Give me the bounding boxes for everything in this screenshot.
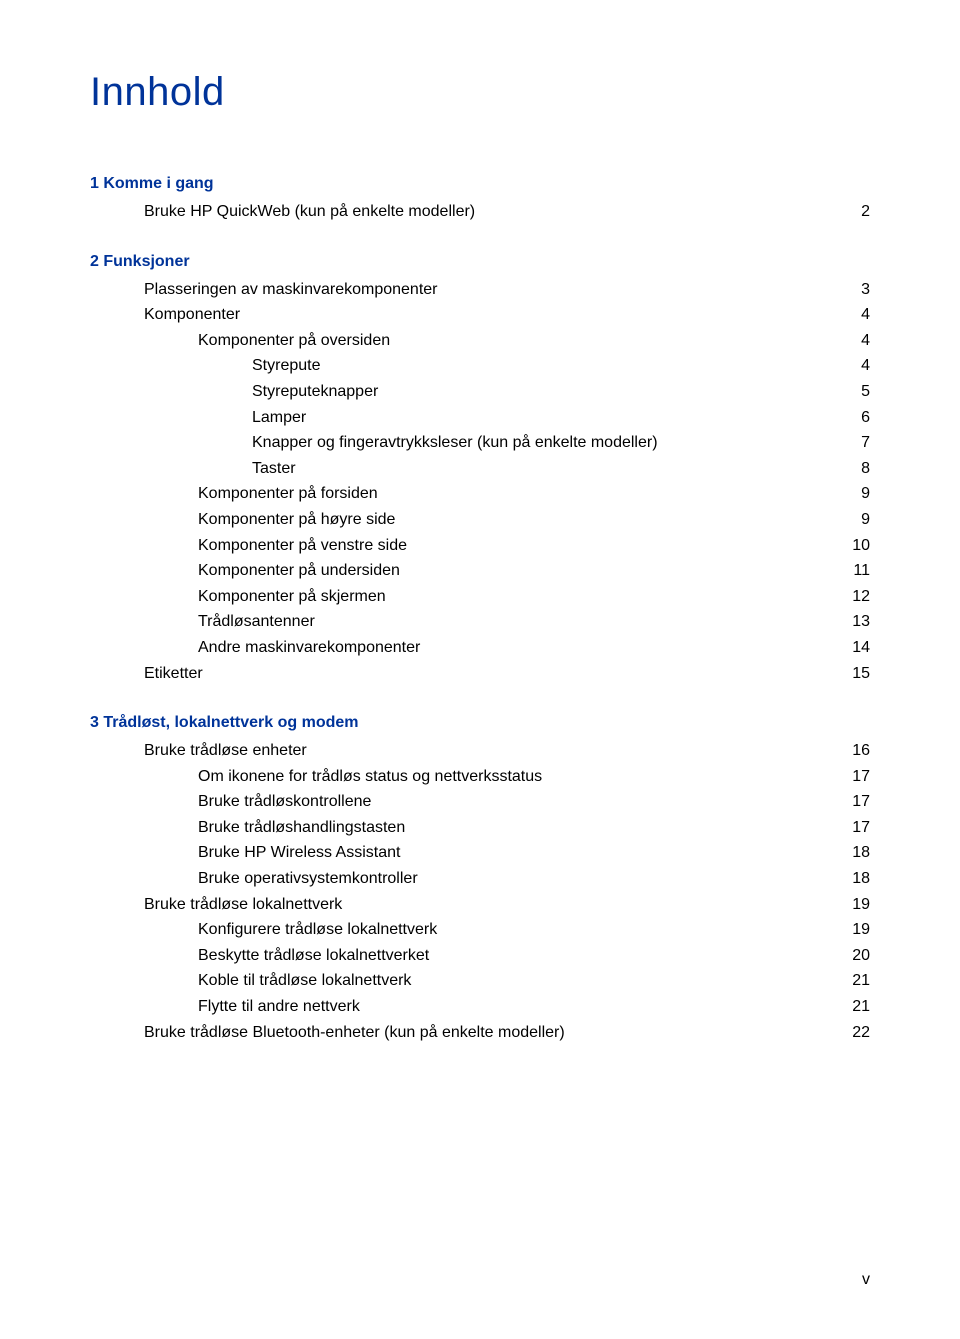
toc-entry[interactable]: Plasseringen av maskinvarekomponenter 3 xyxy=(90,277,870,303)
toc-entry-page: 21 xyxy=(842,968,870,994)
toc-entry-page: 3 xyxy=(842,277,870,303)
section-heading: 1 Komme i gang xyxy=(90,175,870,193)
toc-entry[interactable]: Bruke HP Wireless Assistant 18 xyxy=(90,840,870,866)
toc-entry[interactable]: Taster 8 xyxy=(90,456,870,482)
toc-entry[interactable]: Bruke HP QuickWeb (kun på enkelte modell… xyxy=(90,199,870,225)
toc-entry-page: 17 xyxy=(842,789,870,815)
toc-entry-page: 10 xyxy=(842,533,870,559)
toc-entry[interactable]: Konfigurere trådløse lokalnettverk 19 xyxy=(90,917,870,943)
toc-entry[interactable]: Andre maskinvarekomponenter 14 xyxy=(90,635,870,661)
toc-entry[interactable]: Etiketter 15 xyxy=(90,661,870,687)
toc-entry-page: 9 xyxy=(842,507,870,533)
toc-entry-label: Komponenter på skjermen xyxy=(198,584,386,610)
toc-entry-page: 5 xyxy=(842,379,870,405)
toc-entry-page: 17 xyxy=(842,764,870,790)
toc-entry[interactable]: Bruke trådløshandlingstasten 17 xyxy=(90,815,870,841)
table-of-contents: 1 Komme i gang Bruke HP QuickWeb (kun på … xyxy=(90,175,870,1045)
toc-entry-label: Knapper og fingeravtrykksleser (kun på e… xyxy=(252,430,658,456)
toc-entry[interactable]: Komponenter på høyre side 9 xyxy=(90,507,870,533)
toc-entry-label: Taster xyxy=(252,456,296,482)
toc-entry-page: 4 xyxy=(842,302,870,328)
toc-entry[interactable]: Styrepute 4 xyxy=(90,353,870,379)
toc-entry[interactable]: Om ikonene for trådløs status og nettver… xyxy=(90,764,870,790)
toc-entry-label: Lamper xyxy=(252,405,306,431)
toc-entry-label: Styreputeknapper xyxy=(252,379,378,405)
toc-entry-label: Komponenter på undersiden xyxy=(198,558,400,584)
toc-entry-label: Om ikonene for trådløs status og nettver… xyxy=(198,764,542,790)
page-title: Innhold xyxy=(90,70,870,115)
toc-entry-label: Etiketter xyxy=(144,661,203,687)
toc-entry[interactable]: Bruke operativsystemkontroller 18 xyxy=(90,866,870,892)
toc-entry-label: Styrepute xyxy=(252,353,320,379)
toc-entry-page: 17 xyxy=(842,815,870,841)
toc-entry[interactable]: Bruke trådløse Bluetooth-enheter (kun på… xyxy=(90,1020,870,1046)
toc-entry-label: Koble til trådløse lokalnettverk xyxy=(198,968,411,994)
toc-entry-label: Komponenter på venstre side xyxy=(198,533,407,559)
toc-entry-label: Komponenter på høyre side xyxy=(198,507,395,533)
toc-entry-label: Komponenter på forsiden xyxy=(198,481,378,507)
toc-entry-label: Komponenter xyxy=(144,302,240,328)
toc-entry-label: Bruke trådløse Bluetooth-enheter (kun på… xyxy=(144,1020,565,1046)
toc-entry[interactable]: Komponenter på venstre side 10 xyxy=(90,533,870,559)
toc-entry-label: Bruke trådløskontrollene xyxy=(198,789,371,815)
section-heading: 2 Funksjoner xyxy=(90,253,870,271)
toc-entry[interactable]: Bruke trådløskontrollene 17 xyxy=(90,789,870,815)
toc-entry-page: 11 xyxy=(842,558,870,584)
toc-entry[interactable]: Komponenter på skjermen 12 xyxy=(90,584,870,610)
toc-entry[interactable]: Trådløsantenner 13 xyxy=(90,609,870,635)
toc-entry-page: 4 xyxy=(842,328,870,354)
toc-entry[interactable]: Styreputeknapper 5 xyxy=(90,379,870,405)
toc-entry[interactable]: Bruke trådløse lokalnettverk 19 xyxy=(90,892,870,918)
toc-entry[interactable]: Bruke trådløse enheter 16 xyxy=(90,738,870,764)
toc-entry-page: 19 xyxy=(842,917,870,943)
toc-entry-page: 18 xyxy=(842,840,870,866)
toc-entry-page: 2 xyxy=(842,199,870,225)
toc-entry-page: 4 xyxy=(842,353,870,379)
toc-entry[interactable]: Koble til trådløse lokalnettverk 21 xyxy=(90,968,870,994)
toc-entry-page: 19 xyxy=(842,892,870,918)
toc-entry-page: 7 xyxy=(842,430,870,456)
toc-entry[interactable]: Komponenter på oversiden 4 xyxy=(90,328,870,354)
toc-entry[interactable]: Komponenter på forsiden 9 xyxy=(90,481,870,507)
toc-entry-label: Bruke HP QuickWeb (kun på enkelte modell… xyxy=(144,199,475,225)
toc-entry-page: 13 xyxy=(842,609,870,635)
toc-entry-page: 6 xyxy=(842,405,870,431)
toc-entry-label: Trådløsantenner xyxy=(198,609,315,635)
toc-entry-page: 16 xyxy=(842,738,870,764)
toc-entry-label: Bruke trådløshandlingstasten xyxy=(198,815,405,841)
toc-entry-page: 18 xyxy=(842,866,870,892)
section-heading: 3 Trådløst, lokalnettverk og modem xyxy=(90,714,870,732)
toc-entry-label: Bruke trådløse enheter xyxy=(144,738,307,764)
toc-entry-page: 15 xyxy=(842,661,870,687)
toc-entry-page: 8 xyxy=(842,456,870,482)
toc-entry-page: 21 xyxy=(842,994,870,1020)
toc-entry-page: 20 xyxy=(842,943,870,969)
toc-entry[interactable]: Komponenter på undersiden 11 xyxy=(90,558,870,584)
page-number: v xyxy=(862,1271,870,1289)
toc-entry-page: 14 xyxy=(842,635,870,661)
toc-entry[interactable]: Beskytte trådløse lokalnettverket 20 xyxy=(90,943,870,969)
toc-entry-page: 12 xyxy=(842,584,870,610)
toc-entry-label: Flytte til andre nettverk xyxy=(198,994,360,1020)
toc-entry-label: Bruke trådløse lokalnettverk xyxy=(144,892,342,918)
toc-entry-label: Andre maskinvarekomponenter xyxy=(198,635,420,661)
toc-entry-page: 9 xyxy=(842,481,870,507)
toc-entry-label: Beskytte trådløse lokalnettverket xyxy=(198,943,429,969)
toc-entry-label: Komponenter på oversiden xyxy=(198,328,390,354)
toc-entry-label: Konfigurere trådløse lokalnettverk xyxy=(198,917,437,943)
toc-entry[interactable]: Flytte til andre nettverk 21 xyxy=(90,994,870,1020)
toc-entry[interactable]: Komponenter 4 xyxy=(90,302,870,328)
toc-entry[interactable]: Lamper 6 xyxy=(90,405,870,431)
toc-entry[interactable]: Knapper og fingeravtrykksleser (kun på e… xyxy=(90,430,870,456)
toc-entry-label: Plasseringen av maskinvarekomponenter xyxy=(144,277,437,303)
toc-entry-label: Bruke operativsystemkontroller xyxy=(198,866,418,892)
toc-entry-label: Bruke HP Wireless Assistant xyxy=(198,840,400,866)
toc-entry-page: 22 xyxy=(842,1020,870,1046)
